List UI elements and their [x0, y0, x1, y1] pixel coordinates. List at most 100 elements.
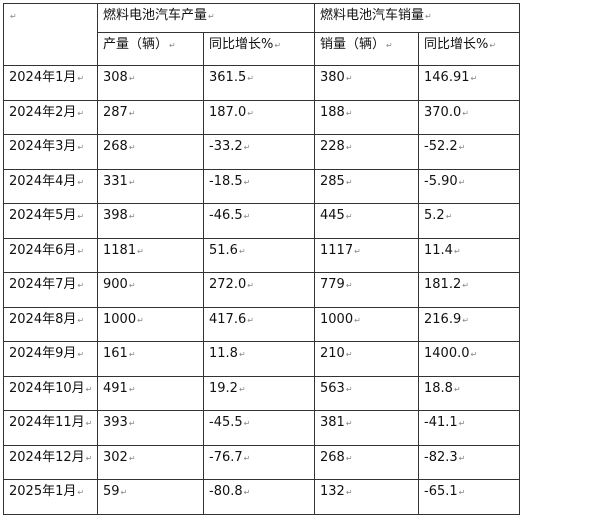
month-cell: 2024年7月 — [3, 272, 98, 308]
production-value: 393 — [103, 415, 136, 430]
fuel-cell-vehicle-table: 燃料电池汽车产量 燃料电池汽车销量 产量（辆） 同比增长% 销量（辆） 同比增长… — [3, 3, 520, 515]
sales-yoy-cell: -5.90 — [418, 168, 520, 204]
sales-yoy-value: 181.2 — [424, 277, 469, 292]
month-value: 2024年1月 — [9, 70, 84, 85]
table-row: 2024年11月 393 -45.5 381 -41.1 — [3, 410, 520, 446]
sales-yoy-value: 216.9 — [424, 312, 469, 327]
sales-yoy-value: 11.4 — [424, 243, 461, 258]
production-yoy-value: -33.2 — [209, 139, 250, 154]
table-row: 2024年7月 900 272.0 779 181.2 — [3, 272, 520, 308]
month-value: 2024年9月 — [9, 346, 84, 361]
production-group-header: 燃料电池汽车产量 — [97, 3, 315, 33]
production-value: 287 — [103, 105, 136, 120]
month-value: 2024年3月 — [9, 139, 84, 154]
month-cell: 2024年3月 — [3, 134, 98, 170]
month-cell: 2024年10月 — [3, 375, 98, 411]
month-value: 2024年7月 — [9, 277, 84, 292]
production-cell: 393 — [97, 410, 204, 446]
sales-col-header: 销量（辆） — [314, 32, 419, 66]
month-value: 2024年2月 — [9, 105, 84, 120]
production-yoy-cell: -80.8 — [203, 479, 315, 515]
production-cell: 59 — [97, 479, 204, 515]
month-value: 2024年10月 — [9, 381, 92, 396]
production-yoy-cell: 187.0 — [203, 99, 315, 135]
production-value: 331 — [103, 174, 136, 189]
production-cell: 161 — [97, 341, 204, 377]
month-value: 2024年8月 — [9, 312, 84, 327]
table-row: 2024年12月 302 -76.7 268 -82.3 — [3, 444, 520, 480]
sales-yoy-cell: 1400.0 — [418, 341, 520, 377]
sales-yoy-value: -52.2 — [424, 139, 465, 154]
production-value: 1181 — [103, 243, 144, 258]
sales-col-label: 销量（辆） — [320, 37, 393, 52]
production-cell: 491 — [97, 375, 204, 411]
sales-yoy-cell: 18.8 — [418, 375, 520, 411]
production-yoy-value: 51.6 — [209, 243, 246, 258]
month-value: 2024年4月 — [9, 174, 84, 189]
sales-cell: 188 — [314, 99, 419, 135]
production-value: 900 — [103, 277, 136, 292]
production-cell: 308 — [97, 65, 204, 101]
month-cell: 2024年9月 — [3, 341, 98, 377]
sales-value: 445 — [320, 208, 353, 223]
sales-group-label: 燃料电池汽车销量 — [320, 8, 432, 23]
sales-value: 268 — [320, 450, 353, 465]
sales-cell: 1000 — [314, 306, 419, 342]
sales-cell: 268 — [314, 444, 419, 480]
table-row: 2024年4月 331 -18.5 285 -5.90 — [3, 168, 520, 204]
production-yoy-cell: -45.5 — [203, 410, 315, 446]
production-yoy-value: 19.2 — [209, 381, 246, 396]
production-value: 268 — [103, 139, 136, 154]
production-yoy-cell: 11.8 — [203, 341, 315, 377]
sales-yoy-cell: -82.3 — [418, 444, 520, 480]
production-yoy-cell: 51.6 — [203, 237, 315, 273]
production-yoy-value: -45.5 — [209, 415, 250, 430]
sales-yoy-value: -41.1 — [424, 415, 465, 430]
month-cell: 2024年1月 — [3, 65, 98, 101]
sales-value: 1000 — [320, 312, 361, 327]
production-yoy-cell: 272.0 — [203, 272, 315, 308]
table-row: 2024年9月 161 11.8 210 1400.0 — [3, 341, 520, 377]
sales-yoy-col-header: 同比增长% — [418, 32, 520, 66]
month-cell: 2024年12月 — [3, 444, 98, 480]
corner-cell — [3, 3, 98, 66]
table-row: 2024年1月 308 361.5 380 146.91 — [3, 65, 520, 101]
table-row: 2024年5月 398 -46.5 445 5.2 — [3, 203, 520, 239]
sales-cell: 380 — [314, 65, 419, 101]
production-yoy-cell: -76.7 — [203, 444, 315, 480]
table-row: 2024年3月 268 -33.2 228 -52.2 — [3, 134, 520, 170]
production-yoy-value: -46.5 — [209, 208, 250, 223]
month-value: 2024年12月 — [9, 450, 92, 465]
sales-value: 380 — [320, 70, 353, 85]
production-value: 491 — [103, 381, 136, 396]
sales-yoy-cell: 11.4 — [418, 237, 520, 273]
sales-cell: 228 — [314, 134, 419, 170]
table-row: 2024年10月 491 19.2 563 18.8 — [3, 375, 520, 411]
sales-value: 285 — [320, 174, 353, 189]
production-col-header: 产量（辆） — [97, 32, 204, 66]
production-value: 1000 — [103, 312, 144, 327]
sales-cell: 132 — [314, 479, 419, 515]
production-yoy-cell: -46.5 — [203, 203, 315, 239]
month-cell: 2024年5月 — [3, 203, 98, 239]
sales-cell: 563 — [314, 375, 419, 411]
production-yoy-cell: 19.2 — [203, 375, 315, 411]
sales-value: 188 — [320, 105, 353, 120]
sales-yoy-col-label: 同比增长% — [424, 37, 496, 52]
production-yoy-cell: 417.6 — [203, 306, 315, 342]
production-yoy-cell: -18.5 — [203, 168, 315, 204]
sales-yoy-value: 1400.0 — [424, 346, 477, 361]
production-yoy-value: 417.6 — [209, 312, 254, 327]
production-cell: 331 — [97, 168, 204, 204]
sales-yoy-cell: 5.2 — [418, 203, 520, 239]
month-value: 2025年1月 — [9, 484, 84, 499]
production-yoy-value: -80.8 — [209, 484, 250, 499]
month-cell: 2024年11月 — [3, 410, 98, 446]
production-cell: 1000 — [97, 306, 204, 342]
production-yoy-value: 11.8 — [209, 346, 246, 361]
production-yoy-cell: -33.2 — [203, 134, 315, 170]
sales-group-header: 燃料电池汽车销量 — [314, 3, 520, 33]
sales-yoy-cell: 181.2 — [418, 272, 520, 308]
sales-yoy-value: 146.91 — [424, 70, 477, 85]
production-yoy-cell: 361.5 — [203, 65, 315, 101]
